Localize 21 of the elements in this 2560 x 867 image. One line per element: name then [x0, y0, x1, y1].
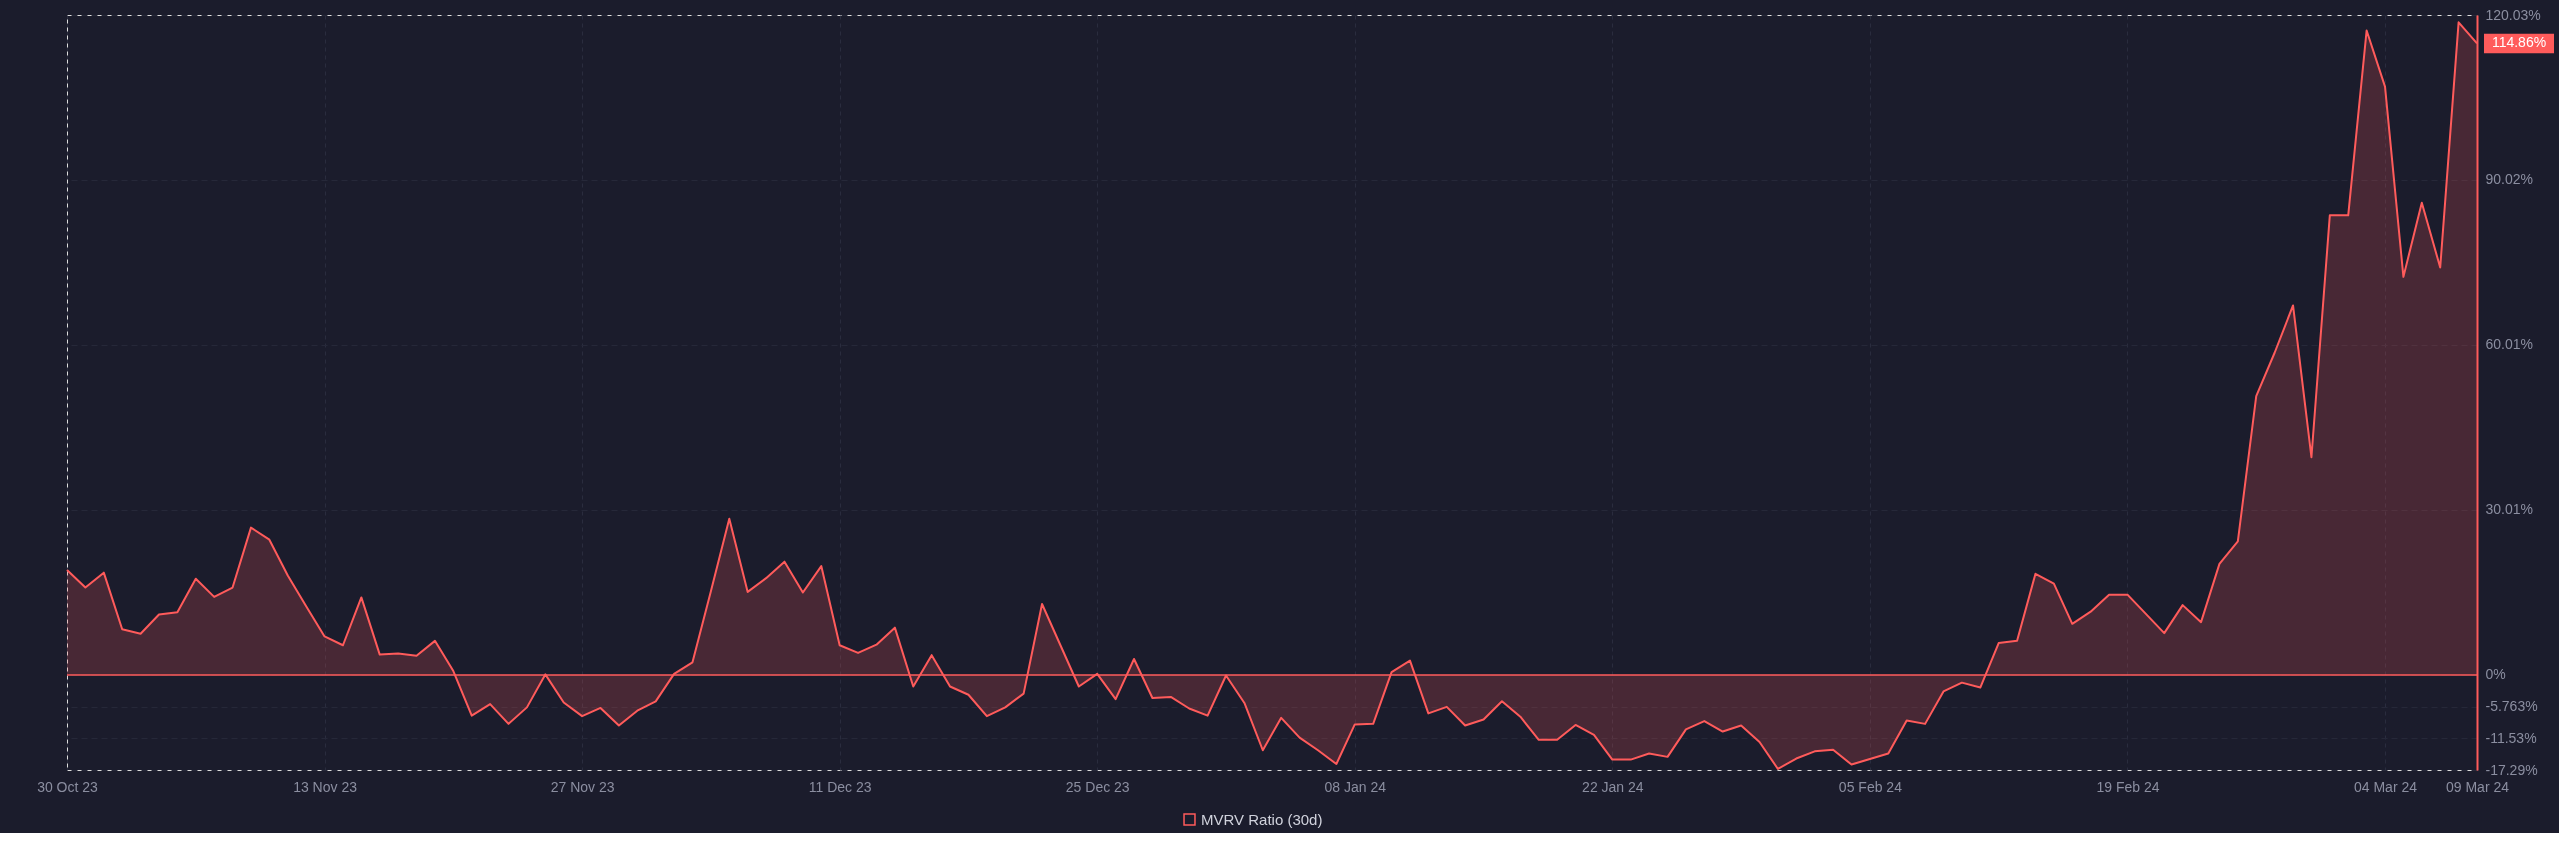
x-tick-label: 04 Mar 24: [2353, 778, 2418, 795]
legend-label: MVRV Ratio (30d): [1201, 810, 1323, 828]
x-tick-label: 05 Feb 24: [1838, 778, 1903, 795]
x-tick-label: 09 Mar 24: [2445, 778, 2510, 795]
y-tick-label: -11.53%: [2485, 729, 2537, 746]
x-tick-label: 22 Jan 24: [1582, 778, 1644, 795]
x-tick-label: 30 Oct 23: [37, 778, 99, 795]
x-tick-label: 19 Feb 24: [2096, 778, 2160, 795]
annotation: 114.86%: [2491, 34, 2547, 51]
x-tick-label: 13 Nov 23: [293, 778, 358, 795]
y-tick-label: 30.01%: [2485, 501, 2533, 518]
y-tick-label: -17.29%: [2485, 761, 2538, 778]
x-tick-label: 25 Dec 23: [1065, 778, 1130, 795]
x-tick-label: 27 Nov 23: [550, 778, 615, 795]
y-tick-label: -5.763%: [2485, 698, 2538, 715]
y-tick-label: 90.02%: [2485, 171, 2533, 188]
x-tick-label: 08 Jan 24: [1324, 778, 1387, 795]
y-tick-label: 120.03%: [2485, 6, 2541, 23]
x-tick-label: 11 Dec 23: [808, 778, 872, 795]
y-tick-label: 60.01%: [2485, 336, 2533, 353]
y-tick-label: 0%: [2485, 666, 2506, 683]
